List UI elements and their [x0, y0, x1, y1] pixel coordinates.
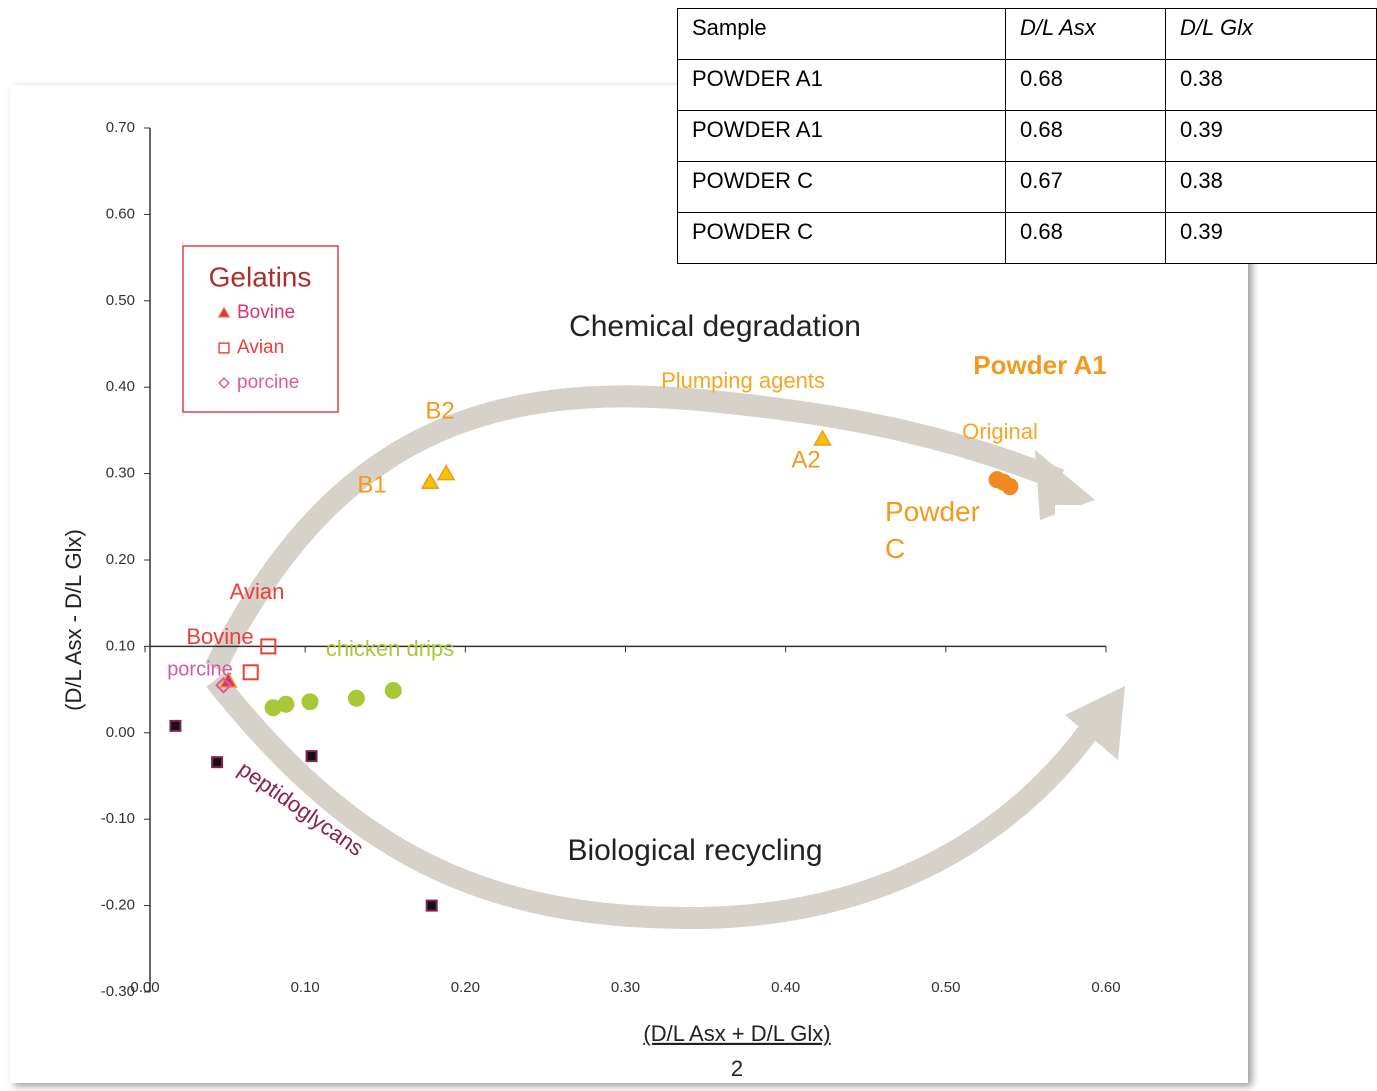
series-label: Plumping agents — [661, 368, 825, 393]
annotation: Powder C — [885, 493, 1005, 567]
x-tick-label: 0.60 — [1091, 979, 1120, 996]
y-tick-label: 0.00 — [106, 724, 135, 741]
annotation: Avian — [230, 579, 285, 604]
point — [302, 694, 318, 710]
table-cell: 0.67 — [1006, 162, 1166, 213]
point — [212, 757, 222, 767]
point — [427, 901, 437, 911]
x-tick-label: 0.00 — [130, 979, 159, 996]
annotation: Chemical degradation — [569, 310, 861, 343]
y-axis-label: (D/L Asx - D/L Glx) — [61, 529, 86, 711]
table-cell: 0.38 — [1166, 60, 1377, 111]
mask — [1055, 505, 1245, 600]
point — [307, 751, 317, 761]
annotation: Powder A1 — [973, 350, 1106, 380]
y-tick-label: 0.70 — [106, 119, 135, 136]
y-tick-label: -0.10 — [101, 810, 135, 827]
table-cell: 0.39 — [1166, 213, 1377, 264]
point-label: B2 — [425, 397, 454, 424]
table-cell: 0.68 — [1006, 111, 1166, 162]
point — [170, 721, 180, 731]
table-cell: POWDER A1 — [678, 111, 1006, 162]
table-cell: POWDER A1 — [678, 60, 1006, 111]
annotation: porcine — [167, 658, 233, 680]
legend-label: porcine — [237, 372, 299, 393]
table-cell: POWDER C — [678, 162, 1006, 213]
table-cell: 0.68 — [1006, 213, 1166, 264]
point — [385, 682, 401, 698]
legend-label: Avian — [237, 337, 284, 358]
table-cell: Sample — [678, 9, 1006, 60]
legend-title: Gelatins — [209, 261, 312, 292]
x-tick-label: 0.50 — [931, 979, 960, 996]
page: 0.70 0.60 0.50 0.40 0.30 0.20 0.10 0.00 -0.10 -0.… — [0, 0, 1377, 1091]
table-cell: 0.38 — [1166, 162, 1377, 213]
legend-label: Bovine — [237, 302, 295, 323]
point — [348, 690, 364, 706]
y-tick-label: 0.50 — [106, 292, 135, 309]
annotation: Bovine — [186, 624, 253, 649]
y-tick-label: -0.20 — [101, 897, 135, 914]
annotation: Biological recycling — [567, 834, 822, 867]
y-tick-label: 0.40 — [106, 378, 135, 395]
x-tick-label: 0.40 — [771, 979, 800, 996]
x-tick-label: 0.10 — [291, 979, 320, 996]
x-axis-label: 2 — [731, 1056, 743, 1081]
table-cell: D/L Asx — [1006, 9, 1166, 60]
table-cell: 0.39 — [1166, 111, 1377, 162]
table-cell: POWDER C — [678, 213, 1006, 264]
point — [278, 696, 294, 712]
y-tick-label: 0.60 — [106, 205, 135, 222]
x-tick-label: 0.20 — [451, 979, 480, 996]
y-tick-label: 0.30 — [106, 465, 135, 482]
table-cell: D/L Glx — [1166, 9, 1377, 60]
point-label: B1 — [357, 471, 386, 498]
series-label: chicken drips — [326, 636, 454, 661]
x-tick-label: 0.30 — [611, 979, 640, 996]
y-tick-label: 0.10 — [106, 637, 135, 654]
table-cell: 0.68 — [1006, 60, 1166, 111]
y-tick-label: 0.20 — [106, 551, 135, 568]
series-label: Original — [962, 419, 1038, 444]
point-label: A2 — [791, 446, 820, 473]
x-axis-label: (D/L Asx + D/L Glx) — [643, 1021, 830, 1046]
